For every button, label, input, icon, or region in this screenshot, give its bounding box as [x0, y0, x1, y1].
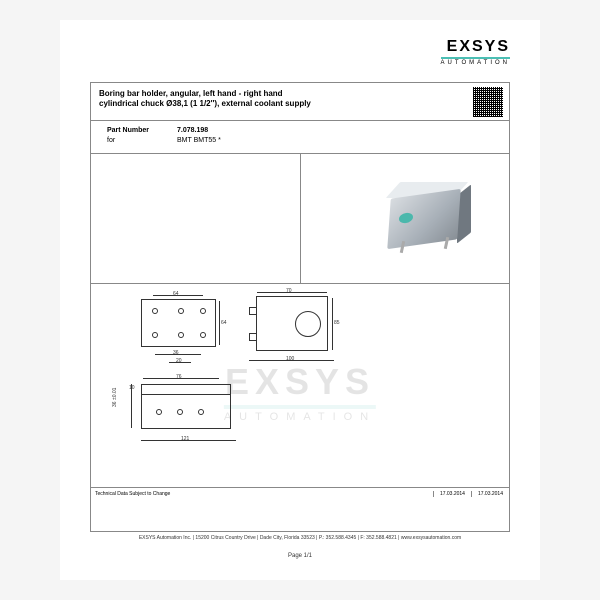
- step-line: [142, 385, 230, 395]
- watermark-bar: [224, 405, 376, 409]
- part-for-row: for BMT BMT55 *: [107, 137, 493, 144]
- dimension-label: 70: [286, 288, 292, 294]
- hole-marker: [152, 332, 158, 338]
- dimension-line: [143, 378, 219, 379]
- dimension-line: [219, 301, 220, 345]
- dimension-line: [153, 295, 203, 296]
- title-line2: cylindrical chuck Ø38,1 (1 1/2''), exter…: [99, 99, 311, 108]
- document-page: EXSYS AUTOMATION Boring bar holder, angu…: [60, 20, 540, 580]
- dimension-line: [131, 384, 132, 428]
- drawing-side-view: [141, 384, 231, 429]
- dimension-label: 100: [286, 356, 294, 362]
- dimension-line: [249, 360, 334, 361]
- watermark-text: EXSYS: [224, 361, 376, 403]
- title-line1: Boring bar holder, angular, left hand - …: [99, 89, 283, 98]
- dimension-line: [169, 362, 191, 363]
- hole-marker: [198, 409, 204, 415]
- dimension-label: 64: [173, 291, 179, 297]
- logo-text: EXSYS: [441, 38, 510, 56]
- page-number: Page 1/1: [90, 553, 510, 559]
- product-3d-render: [369, 179, 479, 259]
- dimension-label: 20: [176, 358, 182, 364]
- product-image-section: [91, 154, 509, 284]
- hole-marker: [152, 308, 158, 314]
- dimension-label: 76: [176, 374, 182, 380]
- dimension-line: [257, 292, 327, 293]
- company-info: EXSYS Automation Inc. | 15200 Citrus Cou…: [90, 535, 510, 541]
- part-number-row: Part Number 7.078.198: [107, 127, 493, 134]
- drawing-footer: Technical Data Subject to Change 17.03.2…: [91, 487, 509, 499]
- footer-note: Technical Data Subject to Change: [91, 491, 433, 497]
- dimension-line: [155, 354, 201, 355]
- logo-subtext: AUTOMATION: [441, 60, 510, 66]
- technical-drawing-section: EXSYS AUTOMATION 64 64 36 20: [91, 284, 509, 499]
- footer-date2: 17.03.2014: [471, 491, 509, 497]
- watermark: EXSYS AUTOMATION: [224, 361, 376, 423]
- title-section: Boring bar holder, angular, left hand - …: [91, 83, 509, 121]
- part-number-label: Part Number: [107, 127, 177, 134]
- mounting-tab: [249, 307, 257, 315]
- hole-marker: [156, 409, 162, 415]
- dimension-line: [141, 440, 236, 441]
- dimension-label: 36 ±0.01: [112, 388, 118, 407]
- drawing-front-view: [256, 296, 328, 351]
- part-for-label: for: [107, 137, 177, 144]
- hole-marker: [200, 308, 206, 314]
- qr-code: [473, 87, 503, 117]
- footer-date1: 17.03.2014: [433, 491, 471, 497]
- hole-marker: [177, 409, 183, 415]
- watermark-subtext: AUTOMATION: [224, 411, 376, 423]
- mounting-tab: [249, 333, 257, 341]
- dimension-line: [332, 298, 333, 350]
- dimension-label: 36: [173, 350, 179, 356]
- bore-circle: [295, 311, 321, 337]
- hole-marker: [178, 308, 184, 314]
- company-logo: EXSYS AUTOMATION: [441, 38, 510, 66]
- dimension-label: 64: [221, 320, 227, 326]
- part-number-value: 7.078.198: [177, 127, 208, 134]
- part-info-section: Part Number 7.078.198 for BMT BMT55 *: [91, 121, 509, 154]
- section-divider: [300, 154, 301, 283]
- drawing-top-view: [141, 299, 216, 347]
- product-title: Boring bar holder, angular, left hand - …: [99, 89, 399, 110]
- hole-marker: [178, 332, 184, 338]
- logo-accent-bar: [441, 57, 510, 59]
- dimension-label: 121: [181, 436, 189, 442]
- hole-marker: [200, 332, 206, 338]
- content-frame: Boring bar holder, angular, left hand - …: [90, 82, 510, 532]
- dimension-label: 85: [334, 320, 340, 326]
- part-for-value: BMT BMT55 *: [177, 137, 221, 144]
